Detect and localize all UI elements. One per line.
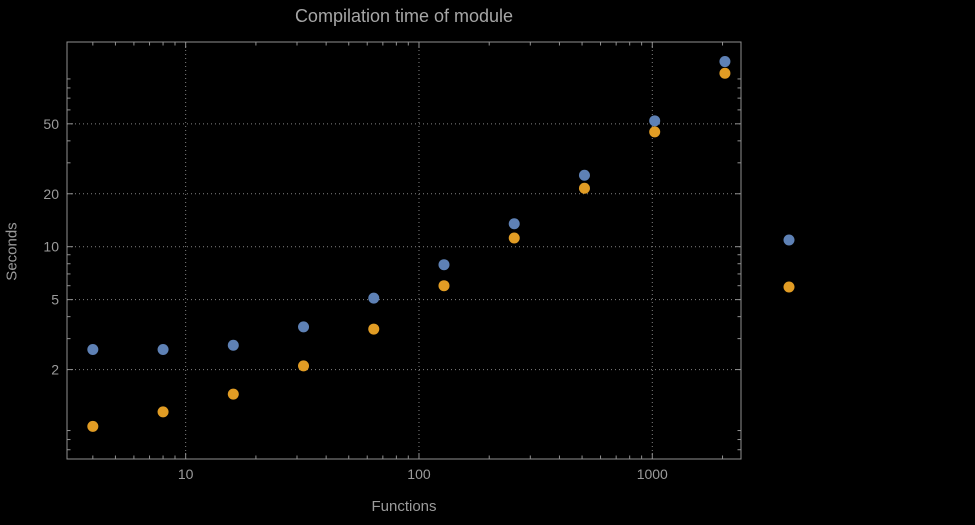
data-point-series-blue <box>508 218 520 230</box>
data-point-series-orange <box>227 388 239 400</box>
y-tick-label: 50 <box>43 116 59 132</box>
data-point-series-blue <box>227 339 239 351</box>
x-tick-label: 10 <box>178 466 194 482</box>
data-point-series-orange <box>438 280 450 292</box>
y-tick-label: 2 <box>51 362 59 378</box>
y-tick-label: 5 <box>51 292 59 308</box>
data-point-series-orange <box>649 126 661 138</box>
data-point-series-blue <box>87 344 99 356</box>
y-tick-label: 10 <box>43 239 59 255</box>
data-point-series-orange <box>298 360 310 372</box>
y-tick-label: 20 <box>43 186 59 202</box>
data-point-series-orange <box>578 182 590 194</box>
data-point-series-blue <box>649 115 661 127</box>
data-point-series-blue <box>578 169 590 181</box>
legend-marker-series-orange <box>783 281 795 293</box>
data-point-series-blue <box>368 292 380 304</box>
data-point-series-blue <box>719 56 731 68</box>
data-point-series-orange <box>368 323 380 335</box>
x-tick-label: 1000 <box>637 466 668 482</box>
data-point-series-orange <box>508 232 520 244</box>
data-point-series-orange <box>157 406 169 418</box>
plot-frame <box>66 41 742 460</box>
data-point-series-orange <box>87 420 99 432</box>
data-point-series-blue <box>157 344 169 356</box>
data-point-series-blue <box>438 259 450 271</box>
data-point-series-blue <box>298 321 310 333</box>
legend-marker-series-blue <box>783 234 795 246</box>
data-point-series-orange <box>719 67 731 79</box>
chart-title: Compilation time of module <box>294 6 514 26</box>
x-axis-label: Functions <box>371 498 437 515</box>
x-tick-label: 100 <box>407 466 431 482</box>
